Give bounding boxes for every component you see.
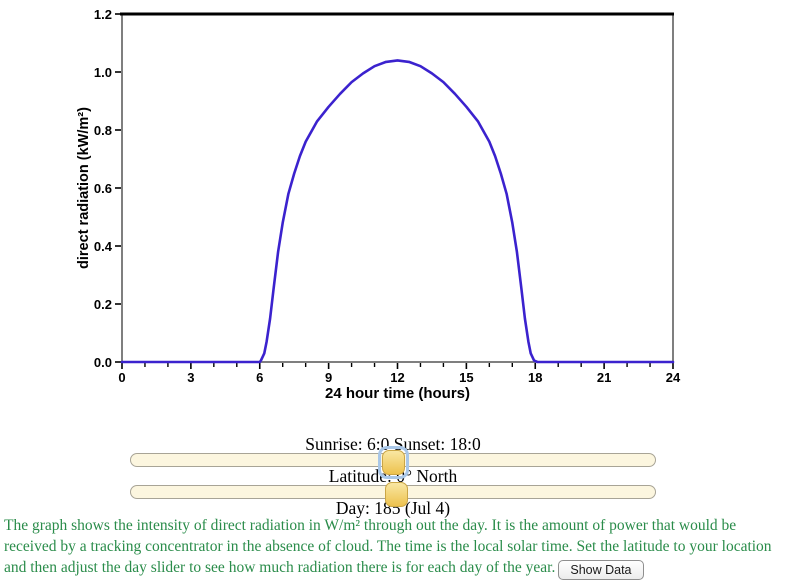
x-axis-title: 24 hour time (hours) [325,385,470,402]
x-tick-label: 12 [390,370,404,385]
description-span: The graph shows the intensity of direct … [4,517,772,576]
y-tick-label: 0.6 [94,181,112,196]
x-tick-label: 3 [187,370,194,385]
day-slider-handle[interactable] [385,482,408,507]
y-axis-title: direct radiation (kW/m²) [76,107,92,269]
y-tick-label: 0.4 [94,239,113,254]
x-tick-label: 24 [666,370,681,385]
description-text: The graph shows the intensity of direct … [4,515,783,580]
y-tick-label: 0.0 [94,355,112,370]
x-tick-label: 0 [118,370,125,385]
x-tick-label: 18 [528,370,542,385]
y-tick-label: 0.8 [94,123,112,138]
x-tick-label: 9 [325,370,332,385]
latitude-slider-handle[interactable] [377,446,409,479]
radiation-chart-svg: 0 3 6 9 12 15 18 21 24 0.0 0.2 0.4 0.6 0.8 1.0 1.2 24 ho… [76,7,681,402]
latitude-slider-track[interactable] [130,446,656,479]
x-tick-label: 6 [256,370,263,385]
radiation-chart: 0 3 6 9 12 15 18 21 24 0.0 0.2 0.4 0.6 0.8 1.0 1.2 24 ho… [76,7,681,402]
radiation-curve [120,59,675,364]
y-tick-label: 1.0 [94,65,112,80]
sunrise-sunset-label: Sunrise: 6:0 Sunset: 18:0 [305,434,481,454]
y-tick-label: 0.2 [94,297,112,312]
x-tick-label: 15 [459,370,473,385]
show-data-button[interactable]: Show Data [558,560,644,580]
day-slider-track[interactable] [130,482,656,507]
day-label: Day: 185 (Jul 4) [335,498,451,518]
y-tick-label: 1.2 [94,7,112,22]
x-tick-label: 21 [597,370,611,385]
